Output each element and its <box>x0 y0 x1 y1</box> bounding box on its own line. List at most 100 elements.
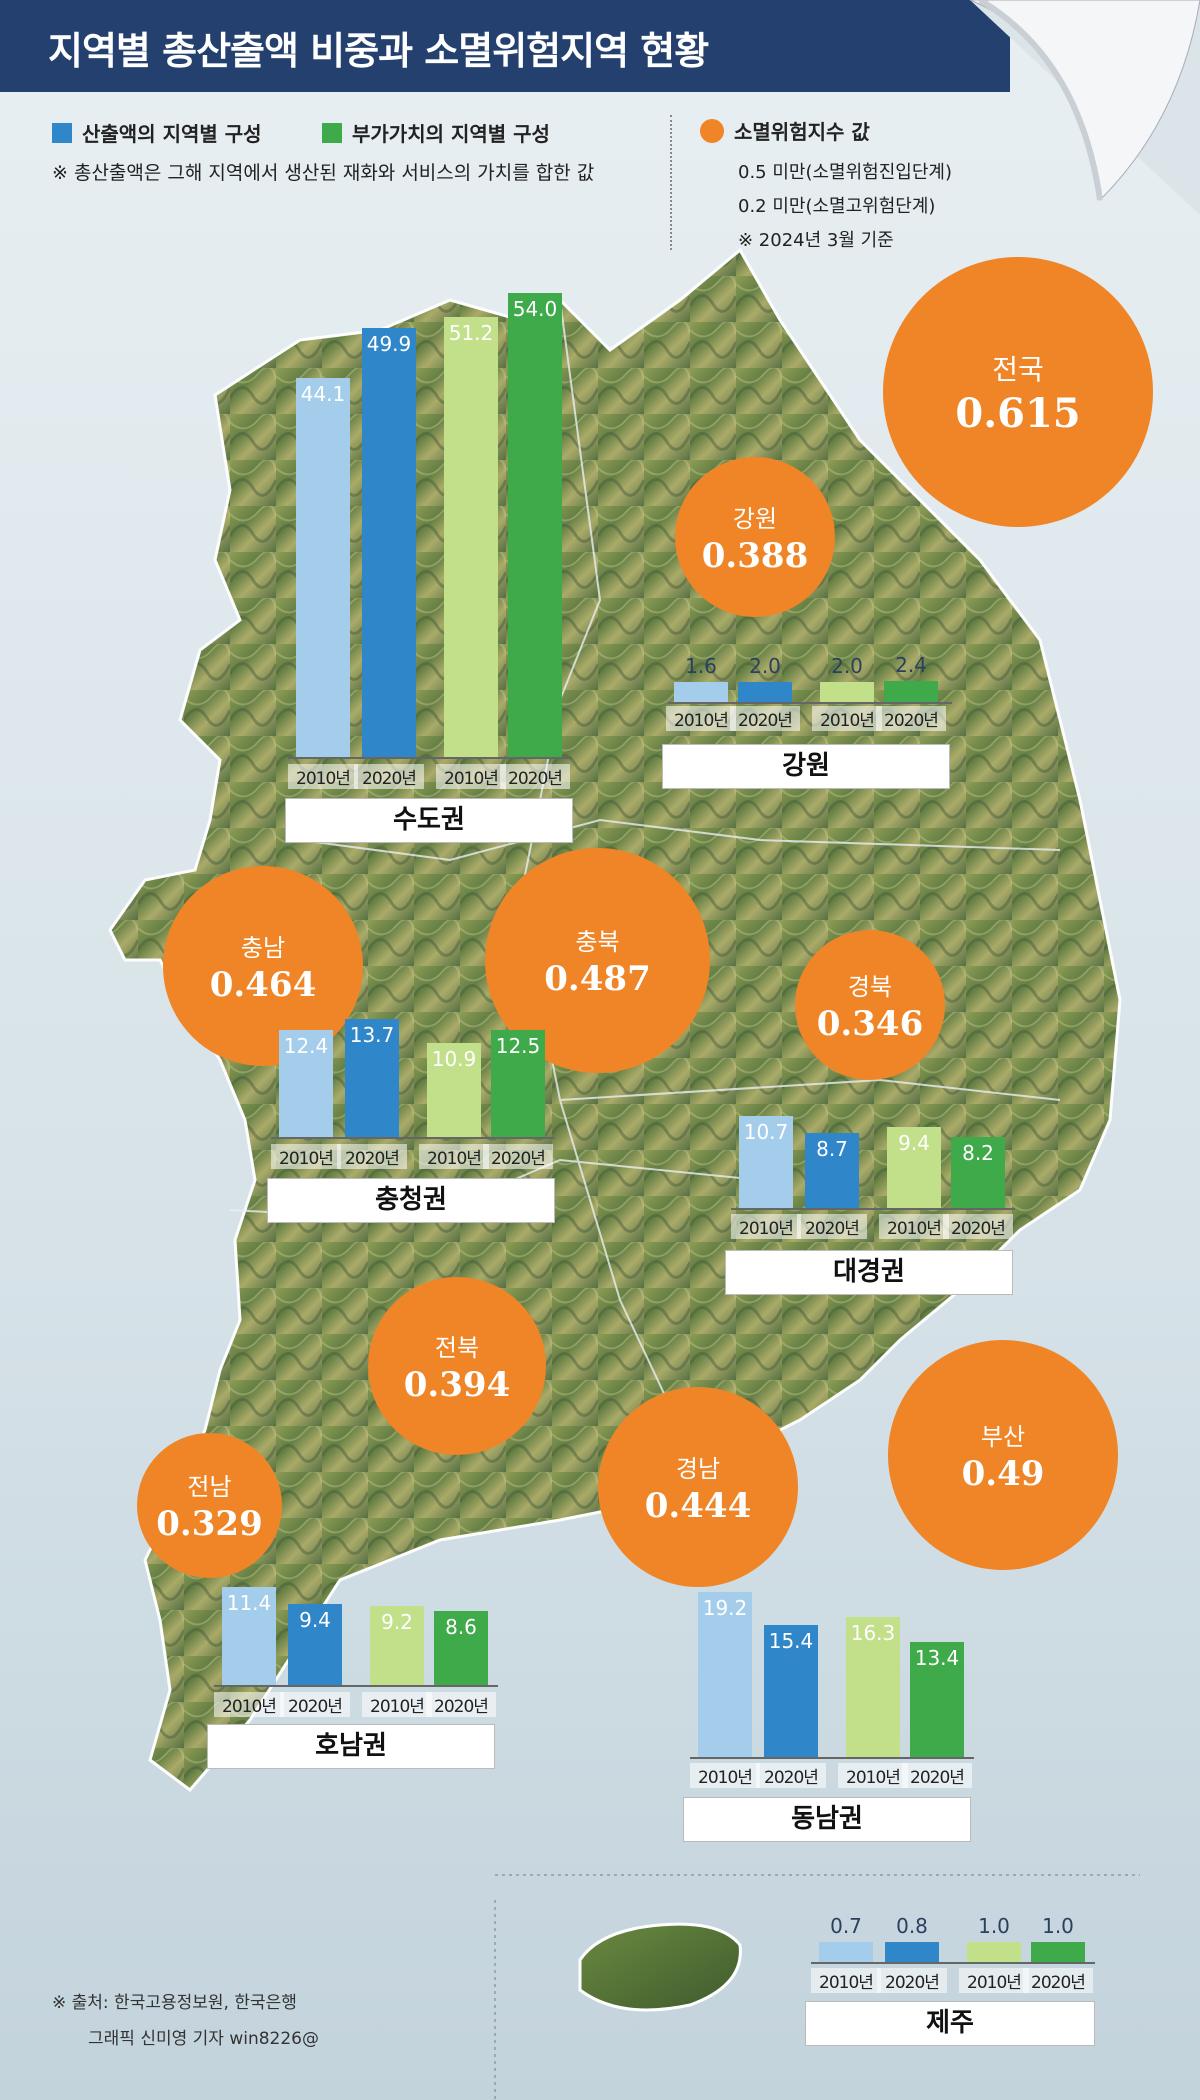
year-tick-label: 2010년 <box>666 706 736 731</box>
bar-value-label: 54.0 <box>512 296 558 321</box>
bar-value-added-2010: 51.2 <box>444 316 498 757</box>
region-chart-daegyeong: 10.7 8.7 9.4 8.2 <box>731 0 1035 1210</box>
region-label: 동남권 <box>683 1797 971 1842</box>
bar-baseline <box>271 1137 555 1139</box>
graphic-credit: 그래픽 신미영 기자 win8226@ <box>88 2029 319 2049</box>
bar-value-label: 10.9 <box>431 1047 477 1072</box>
bar-output-2010: 12.4 <box>279 1030 333 1137</box>
year-tick-label: 2020년 <box>902 1763 972 1788</box>
region-chart-jeju: 0.7 0.8 1.0 1.0 <box>811 0 1115 1964</box>
year-tick-label: 2010년 <box>271 1144 341 1169</box>
risk-bubble-jeonnam: 전남 0.329 <box>137 1433 282 1578</box>
risk-name: 강원 <box>732 504 778 533</box>
year-tick-label: 2020년 <box>354 764 424 789</box>
region-chart-chungcheong: 12.4 13.7 10.9 12.5 <box>271 0 575 1139</box>
year-tick-label: 2010년 <box>419 1144 489 1169</box>
bar-value-label: 8.7 <box>816 1137 848 1162</box>
year-tick-label: 2010년 <box>214 1692 284 1717</box>
year-tick-label: 2010년 <box>879 1214 949 1239</box>
bar-value-label: 51.2 <box>448 320 494 345</box>
bar-value-added-2010: 2.0 <box>820 654 874 702</box>
bar-value-label: 13.7 <box>349 1023 395 1048</box>
year-tick-label: 2020년 <box>756 1763 826 1788</box>
legend-output: 산출액의 지역별 구성 <box>52 118 262 147</box>
year-tick-label: 2020년 <box>500 764 570 789</box>
bar-baseline <box>811 1962 1095 1964</box>
bar-value-label: 44.1 <box>300 381 346 406</box>
bar-output-2020: 15.4 <box>764 1624 818 1757</box>
bar-output-2010: 19.2 <box>698 1591 752 1757</box>
bar-value-label: 15.4 <box>768 1628 814 1653</box>
risk-value: 0.615 <box>955 389 1081 437</box>
bar-value-added-2020: 54.0 <box>508 292 562 757</box>
year-tick-label: 2010년 <box>811 1968 881 1993</box>
bar-baseline <box>288 757 572 759</box>
bar-output-2020: 9.4 <box>288 1604 342 1685</box>
risk-name: 전북 <box>434 1333 480 1362</box>
bar-output-2020: 0.8 <box>885 1914 939 1962</box>
risk-value: 0.464 <box>209 964 317 1005</box>
bar-value-label: 13.4 <box>914 1645 960 1670</box>
bar-value-label: 2.0 <box>831 654 863 678</box>
risk-value: 0.487 <box>544 959 651 999</box>
bar-value-label: 12.4 <box>283 1034 329 1059</box>
bar-value-label: 1.0 <box>1042 1914 1074 1938</box>
region-label: 수도권 <box>285 798 573 843</box>
bar-output-2010: 44.1 <box>296 377 350 757</box>
year-tick-label: 2020년 <box>877 1968 947 1993</box>
year-tick-label: 2020년 <box>797 1214 867 1239</box>
risk-bubble-busan: 부산 0.49 <box>888 1340 1118 1570</box>
year-tick-label: 2020년 <box>1023 1968 1093 1993</box>
risk-value: 0.346 <box>816 1003 924 1044</box>
year-tick-label: 2020년 <box>730 706 800 731</box>
risk-bubble-gyeongnam: 경남 0.444 <box>598 1387 798 1587</box>
bar-baseline <box>214 1685 498 1687</box>
year-tick-label: 2020년 <box>943 1214 1013 1239</box>
bar-value-added-2020: 8.2 <box>951 1137 1005 1208</box>
bar-value-label: 1.0 <box>978 1914 1010 1938</box>
bar-value-label: 0.8 <box>896 1914 928 1938</box>
bar-value-label: 2.4 <box>895 653 927 678</box>
bar-value-added-2010: 1.0 <box>967 1914 1021 1962</box>
bar-output-2020: 2.0 <box>738 654 792 702</box>
legend-value-added: 부가가치의 지역별 구성 <box>322 118 550 147</box>
risk-value: 0.388 <box>701 535 809 576</box>
legend-risk-label: 소멸위험지수 값 <box>734 120 870 144</box>
bar-value-label: 1.6 <box>685 654 717 678</box>
legend-swatch-output <box>52 123 72 143</box>
region-label: 제주 <box>805 2001 1095 2046</box>
bar-value-added-2020: 8.6 <box>434 1611 488 1685</box>
bar-value-label: 9.4 <box>299 1608 331 1633</box>
year-tick-label: 2010년 <box>436 764 506 789</box>
bar-value-label: 16.3 <box>850 1620 896 1645</box>
legend-risk-line1: 0.5 미만(소멸위험진입단계) <box>738 162 952 183</box>
region-chart-honam: 11.4 9.4 9.2 8.6 <box>214 0 518 1687</box>
year-tick-label: 2010년 <box>731 1214 801 1239</box>
bar-output-2020: 13.7 <box>345 1019 399 1137</box>
risk-name: 전국 <box>992 352 1044 386</box>
year-tick-label: 2020년 <box>483 1144 553 1169</box>
year-tick-label: 2010년 <box>690 1763 760 1788</box>
legend-risk: 소멸위험지수 값 <box>700 116 870 145</box>
bar-value-label: 12.5 <box>495 1033 541 1058</box>
bar-baseline <box>690 1757 974 1759</box>
bar-output-2010: 10.7 <box>739 1115 793 1208</box>
region-label: 강원 <box>662 744 950 789</box>
region-label: 호남권 <box>207 1724 495 1769</box>
risk-name: 충남 <box>240 933 286 962</box>
risk-name: 경남 <box>675 1454 721 1483</box>
page-curl-decoration <box>969 0 1200 215</box>
bar-output-2020: 49.9 <box>362 327 416 757</box>
year-tick-label: 2020년 <box>280 1692 350 1717</box>
region-label: 대경권 <box>725 1250 1013 1295</box>
year-tick-label: 2020년 <box>337 1144 407 1169</box>
legend-swatch-value-added <box>322 123 342 143</box>
year-tick-label: 2020년 <box>876 706 946 731</box>
legend-value-added-label: 부가가치의 지역별 구성 <box>352 122 550 146</box>
bar-value-added-2010: 9.4 <box>887 1127 941 1208</box>
bar-value-label: 0.7 <box>830 1914 862 1938</box>
year-tick-label: 2010년 <box>838 1763 908 1788</box>
risk-value: 0.329 <box>156 1504 263 1544</box>
bar-value-label: 2.0 <box>749 654 781 678</box>
bar-value-added-2020: 12.5 <box>491 1029 545 1137</box>
